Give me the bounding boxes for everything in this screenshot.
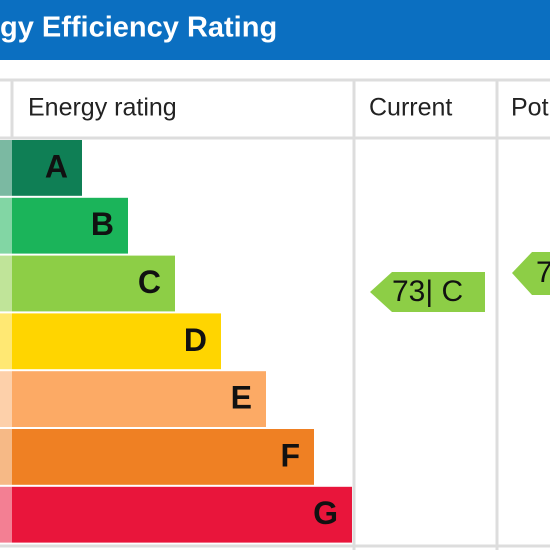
band-strip bbox=[0, 313, 12, 370]
band-strip bbox=[0, 429, 12, 485]
band-strip bbox=[0, 140, 12, 196]
band-letter: B bbox=[91, 206, 114, 242]
band-strip bbox=[0, 486, 12, 543]
band-strip bbox=[0, 371, 12, 427]
current-arrow bbox=[370, 272, 485, 312]
column-header: Current bbox=[369, 94, 452, 122]
band bbox=[12, 429, 314, 485]
band-letter: A bbox=[45, 148, 68, 184]
band-letter: E bbox=[231, 380, 252, 416]
band bbox=[12, 140, 82, 196]
band-letter: C bbox=[138, 264, 161, 300]
band-letter: D bbox=[184, 322, 207, 358]
band bbox=[12, 313, 221, 370]
band-strip bbox=[0, 255, 12, 312]
band bbox=[12, 255, 175, 312]
band bbox=[12, 197, 128, 254]
band-strip bbox=[0, 197, 12, 254]
title: gy Efficiency Rating bbox=[0, 12, 277, 44]
band-letter: F bbox=[280, 437, 300, 473]
band bbox=[12, 486, 352, 543]
band-letter: G bbox=[313, 495, 338, 531]
grid bbox=[0, 78, 550, 550]
column-header: Energy rating bbox=[28, 94, 177, 122]
column-header: Pot bbox=[511, 94, 549, 122]
title-bar bbox=[0, 0, 550, 60]
band bbox=[12, 371, 266, 427]
potential-arrow bbox=[512, 252, 550, 295]
potential-rating: 7 bbox=[536, 256, 550, 289]
current-rating: 73| C bbox=[392, 275, 463, 308]
